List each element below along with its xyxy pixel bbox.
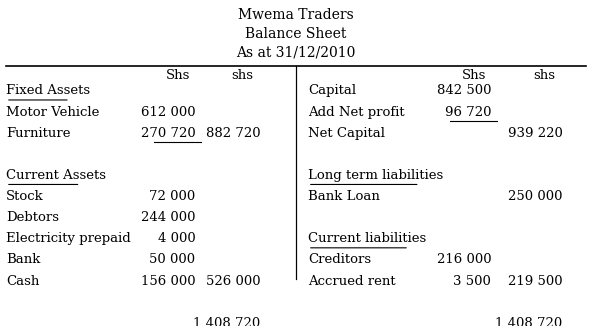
Text: 50 000: 50 000	[149, 253, 195, 266]
Text: 882 720: 882 720	[206, 127, 260, 140]
Text: 216 000: 216 000	[437, 253, 491, 266]
Text: shs: shs	[533, 69, 556, 82]
Text: 1 408 720: 1 408 720	[193, 317, 260, 326]
Text: Current liabilities: Current liabilities	[308, 232, 426, 245]
Text: Stock: Stock	[6, 190, 44, 203]
Text: 96 720: 96 720	[445, 106, 491, 119]
Text: 3 500: 3 500	[453, 274, 491, 288]
Text: Current Assets: Current Assets	[6, 169, 106, 182]
Text: Creditors: Creditors	[308, 253, 371, 266]
Text: Shs: Shs	[461, 69, 486, 82]
Text: Motor Vehicle: Motor Vehicle	[6, 106, 99, 119]
Text: 526 000: 526 000	[206, 274, 260, 288]
Text: 842 500: 842 500	[437, 84, 491, 97]
Text: Add Net profit: Add Net profit	[308, 106, 404, 119]
Text: 250 000: 250 000	[508, 190, 562, 203]
Text: Bank: Bank	[6, 253, 40, 266]
Text: Long term liabilities: Long term liabilities	[308, 169, 443, 182]
Text: 156 000: 156 000	[141, 274, 195, 288]
Text: Electricity prepaid: Electricity prepaid	[6, 232, 131, 245]
Text: Net Capital: Net Capital	[308, 127, 385, 140]
Text: Balance Sheet: Balance Sheet	[245, 27, 347, 41]
Text: Capital: Capital	[308, 84, 356, 97]
Text: As at 31/12/2010: As at 31/12/2010	[236, 45, 356, 59]
Text: Bank Loan: Bank Loan	[308, 190, 379, 203]
Text: Accrued rent: Accrued rent	[308, 274, 395, 288]
Text: 72 000: 72 000	[149, 190, 195, 203]
Text: Debtors: Debtors	[6, 211, 59, 224]
Text: 4 000: 4 000	[157, 232, 195, 245]
Text: Fixed Assets: Fixed Assets	[6, 84, 90, 97]
Text: Cash: Cash	[6, 274, 39, 288]
Text: 1 408 720: 1 408 720	[495, 317, 562, 326]
Text: 939 220: 939 220	[507, 127, 562, 140]
Text: 612 000: 612 000	[141, 106, 195, 119]
Text: 219 500: 219 500	[508, 274, 562, 288]
Text: Mwema Traders: Mwema Traders	[238, 8, 354, 22]
Text: Furniture: Furniture	[6, 127, 70, 140]
Text: shs: shs	[231, 69, 254, 82]
Text: Shs: Shs	[165, 69, 190, 82]
Text: 244 000: 244 000	[141, 211, 195, 224]
Text: 270 720: 270 720	[141, 127, 195, 140]
